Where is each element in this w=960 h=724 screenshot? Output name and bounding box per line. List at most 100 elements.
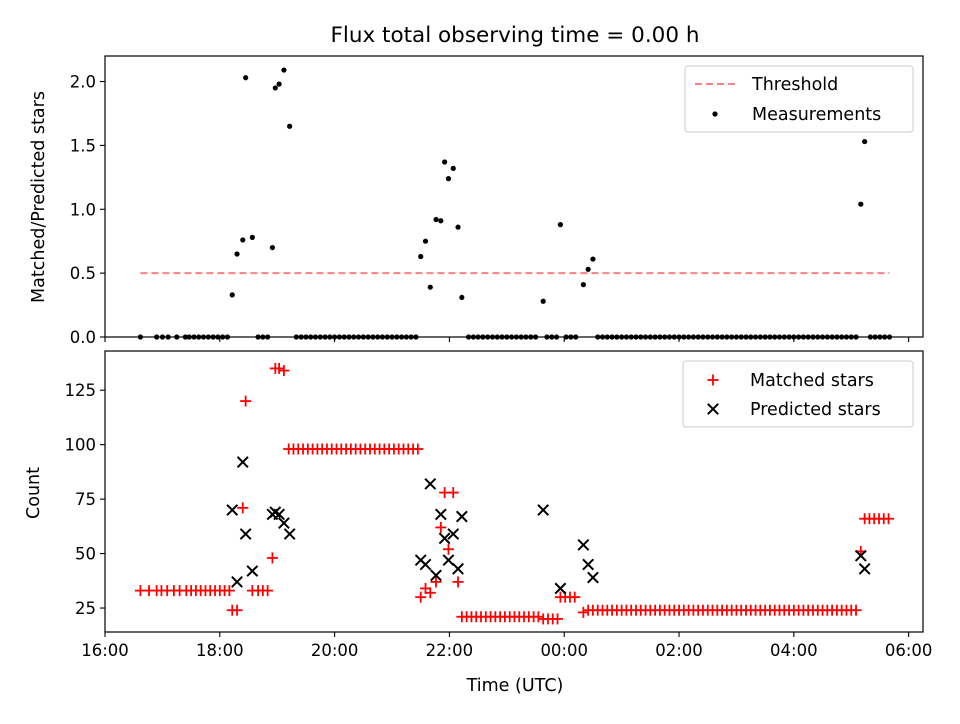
- bottom-plot-marks: [134, 362, 895, 625]
- predicted-star-point: [231, 575, 243, 588]
- measurement-point: [234, 251, 240, 257]
- top-ytick-label: 0.0: [70, 328, 96, 347]
- measurement-point: [445, 176, 452, 182]
- top-ytick-label: 1.5: [70, 136, 96, 155]
- legend-matched-swatch: [707, 374, 719, 386]
- predicted-star-point: [236, 456, 249, 469]
- predicted-star-point: [858, 562, 871, 575]
- predicted-star-point-b: [455, 510, 468, 523]
- predicted-star-point: [273, 508, 286, 521]
- matched-star-point: [424, 587, 436, 599]
- measurement-point: [540, 298, 546, 304]
- predicted-star-point-b: [854, 549, 867, 562]
- predicted-star-point: [283, 528, 296, 540]
- measurement-point: [590, 256, 596, 262]
- bottom-panel: 25 50 75 100 125 16:00 18:00 20:00 22:00 00:00 02:…: [24, 350, 933, 696]
- top-panel: 0.00.51.01.52.0 Matched/Predicted stars …: [29, 55, 924, 347]
- predicted-star-point-b: [231, 575, 243, 588]
- bottom-xtick-label: 20:00: [311, 641, 359, 660]
- bottom-xtick-label: 02:00: [655, 641, 703, 660]
- measurement-point: [281, 67, 287, 73]
- predicted-star-point: [587, 571, 599, 584]
- bottom-xtick-label: 22:00: [426, 641, 474, 660]
- bottom-ytick-label: 125: [65, 381, 97, 400]
- predicted-star-point-b: [434, 508, 447, 521]
- top-ytick-label: 1.0: [70, 200, 96, 219]
- bottom-axes: 25 50 75 100 125 16:00 18:00 20:00 22:00 00:00 02:…: [65, 350, 933, 660]
- predicted-star-point: [278, 517, 290, 529]
- predicted-star-point: [537, 504, 550, 516]
- measurement-point: [580, 282, 586, 288]
- predicted-star-point-b: [269, 506, 282, 519]
- figure-title: Flux total observing time = 0.00 h: [331, 23, 700, 48]
- measurement-point: [433, 216, 439, 223]
- predicted-star-point: [854, 549, 867, 562]
- matched-star-point: [447, 487, 459, 499]
- predicted-star-point: [554, 582, 567, 595]
- predicted-star-point: [582, 558, 595, 571]
- matched-star-point: [273, 362, 285, 374]
- matched-star-point: [223, 585, 235, 597]
- measurement-point: [229, 292, 235, 298]
- measurement-point: [438, 218, 444, 224]
- predicted-star-point: [226, 504, 239, 516]
- measurement-point: [418, 253, 424, 260]
- predicted-star-point-b: [587, 571, 599, 584]
- measurement-point: [427, 284, 433, 290]
- top-legend: Threshold Measurements: [684, 65, 914, 133]
- top-frame: [104, 55, 924, 338]
- top-ylabel: Matched/Predicted stars: [29, 91, 49, 303]
- predicted-star-point: [438, 532, 451, 545]
- bottom-frame: [104, 350, 924, 633]
- legend-measurement-swatch: [712, 111, 718, 117]
- predicted-star-point-b: [582, 558, 595, 571]
- matched-star-point: [278, 365, 290, 377]
- measurement-point: [858, 201, 864, 207]
- bottom-xlabel: Time (UTC): [466, 676, 564, 696]
- measurement-point: [455, 224, 461, 230]
- matched-star-point: [231, 604, 243, 616]
- measurement-point: [243, 75, 249, 81]
- predicted-star-point-b: [537, 504, 550, 516]
- measurement-point: [269, 244, 276, 251]
- matched-star-point: [412, 443, 424, 455]
- measurement-point: [585, 266, 591, 272]
- predicted-star-point-b: [246, 565, 259, 577]
- predicted-star-point-b: [283, 528, 296, 540]
- predicted-star-point: [430, 569, 442, 582]
- measurement-point: [862, 138, 868, 145]
- matched-star-point: [577, 606, 589, 618]
- legend-predicted-label: Predicted stars: [750, 400, 881, 420]
- top-legend-box: [684, 65, 914, 133]
- matched-star-point: [262, 585, 274, 597]
- predicted-star-point-b: [447, 528, 460, 540]
- top-plot-marks: [137, 67, 893, 340]
- bottom-legend-box: [682, 360, 914, 428]
- predicted-star-point: [455, 510, 468, 523]
- predicted-star-point-b: [239, 528, 252, 540]
- matched-star-point: [435, 521, 447, 533]
- bottom-xtick-label: 16:00: [81, 641, 129, 660]
- predicted-star-point: [452, 562, 464, 575]
- legend-measurement-label: Measurements: [752, 105, 881, 125]
- measurement-point: [240, 237, 246, 243]
- measurement-point: [249, 234, 255, 240]
- bottom-xtick-label: 18:00: [196, 641, 244, 660]
- matched-star-point: [442, 543, 454, 555]
- measurement-point: [459, 294, 465, 301]
- predicted-star-point-b: [438, 532, 451, 545]
- predicted-star-point-b: [577, 538, 590, 551]
- predicted-star-point-b: [554, 582, 567, 595]
- measurement-point: [450, 165, 456, 171]
- matched-star-point: [569, 591, 581, 603]
- top-ytick-label: 0.5: [70, 264, 96, 283]
- matched-star-point: [552, 613, 564, 625]
- predicted-star-point-b: [278, 517, 290, 529]
- bottom-ytick-label: 75: [75, 490, 96, 509]
- matched-star-point: [850, 604, 862, 616]
- predicted-star-point: [419, 558, 432, 571]
- predicted-star-point: [434, 508, 447, 521]
- bottom-xtick-label: 06:00: [885, 641, 933, 660]
- bottom-ytick-label: 50: [75, 545, 96, 564]
